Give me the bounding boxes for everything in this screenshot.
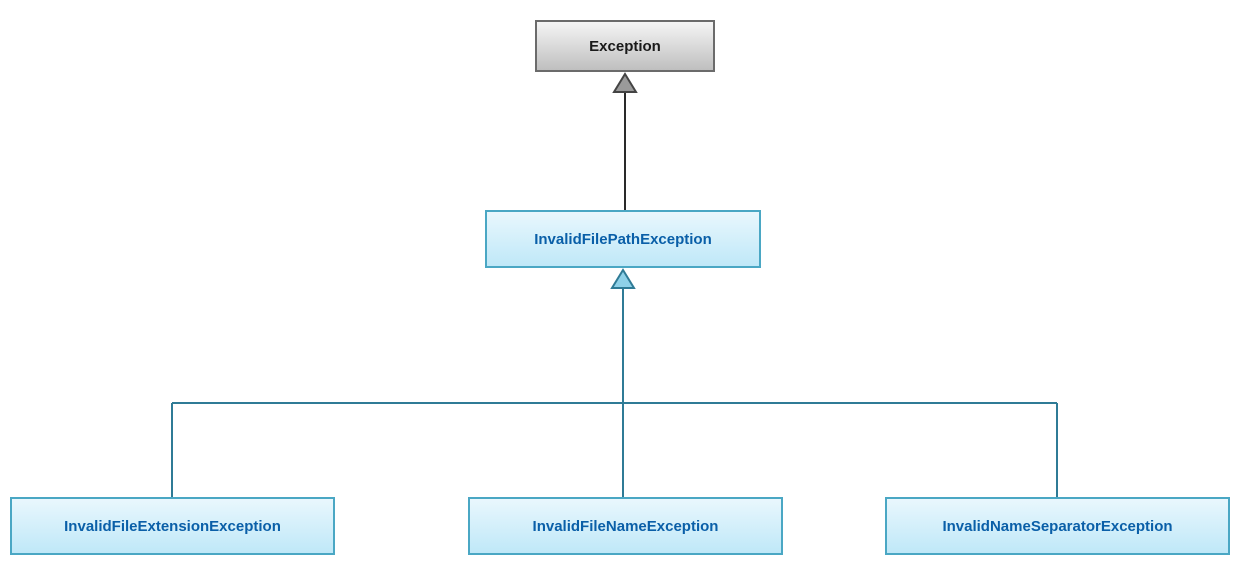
inheritance-connectors	[0, 0, 1242, 571]
class-label: InvalidNameSeparatorException	[942, 518, 1172, 535]
class-box-invalid-file-name: InvalidFileNameException	[468, 497, 783, 555]
class-label: Exception	[589, 38, 661, 55]
generalization-arrowhead	[614, 74, 636, 92]
class-box-invalid-name-separator: InvalidNameSeparatorException	[885, 497, 1230, 555]
class-label: InvalidFileExtensionException	[64, 518, 281, 535]
class-box-invalid-file-path: InvalidFilePathException	[485, 210, 761, 268]
generalization-arrowhead	[612, 270, 634, 288]
class-box-invalid-file-extension: InvalidFileExtensionException	[10, 497, 335, 555]
class-label: InvalidFileNameException	[533, 518, 719, 535]
class-label: InvalidFilePathException	[534, 231, 712, 248]
class-box-exception: Exception	[535, 20, 715, 72]
